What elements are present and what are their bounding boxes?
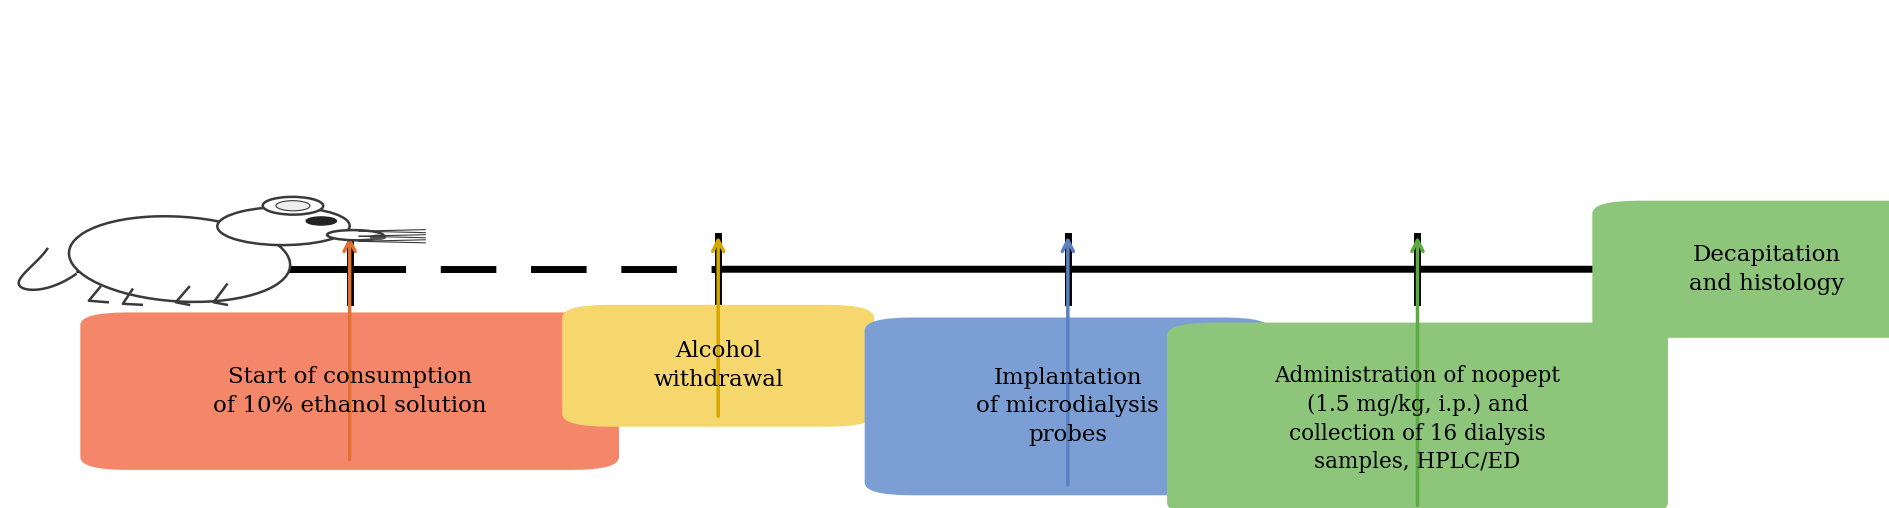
Text: Day: Day bbox=[693, 323, 742, 345]
Text: 219: 219 bbox=[1392, 361, 1441, 384]
Text: 1: 1 bbox=[342, 361, 357, 384]
Ellipse shape bbox=[327, 230, 383, 240]
Text: Day: Day bbox=[325, 323, 374, 345]
Circle shape bbox=[370, 235, 385, 239]
Text: Day: Day bbox=[1392, 323, 1441, 345]
Text: Administration of noopept
(1.5 mg/kg, i.p.) and
collection of 16 dialysis
sample: Administration of noopept (1.5 mg/kg, i.… bbox=[1273, 365, 1560, 473]
Text: Implantation
of microdialysis
probes: Implantation of microdialysis probes bbox=[977, 367, 1158, 446]
FancyBboxPatch shape bbox=[1591, 201, 1889, 338]
Text: 217: 217 bbox=[1043, 361, 1092, 384]
FancyBboxPatch shape bbox=[79, 312, 618, 470]
Ellipse shape bbox=[263, 197, 323, 214]
FancyBboxPatch shape bbox=[863, 318, 1269, 495]
Text: Alcohol
withdrawal: Alcohol withdrawal bbox=[654, 340, 782, 391]
Text: 210: 210 bbox=[693, 361, 742, 384]
Ellipse shape bbox=[217, 207, 349, 245]
Circle shape bbox=[306, 217, 336, 225]
Text: Day: Day bbox=[1043, 323, 1092, 345]
Text: Decapitation
and histology: Decapitation and histology bbox=[1689, 244, 1844, 295]
Ellipse shape bbox=[276, 201, 310, 211]
Ellipse shape bbox=[68, 216, 291, 302]
FancyBboxPatch shape bbox=[561, 305, 873, 427]
FancyBboxPatch shape bbox=[1166, 323, 1666, 508]
Text: Start of consumption
of 10% ethanol solution: Start of consumption of 10% ethanol solu… bbox=[213, 366, 485, 417]
